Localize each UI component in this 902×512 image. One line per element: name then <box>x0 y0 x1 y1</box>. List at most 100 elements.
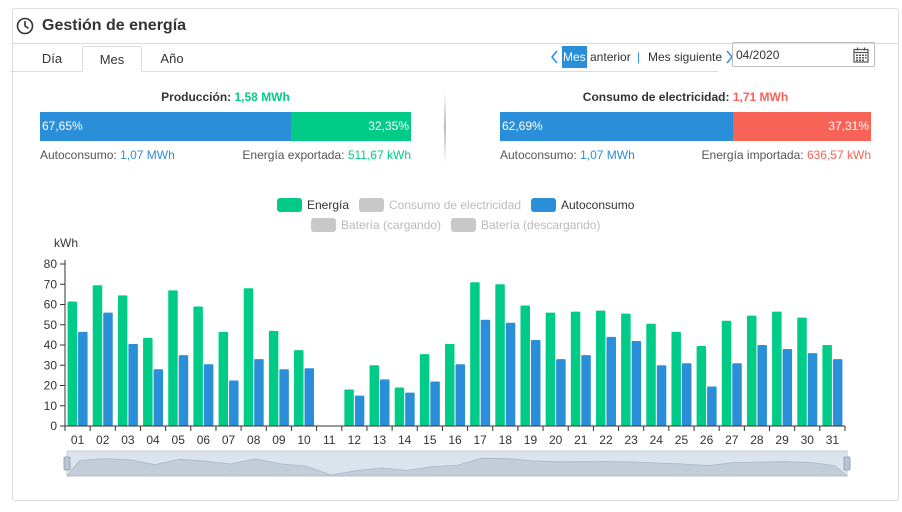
bar-energia[interactable] <box>344 389 354 426</box>
y-tick-label: 60 <box>44 298 58 312</box>
bar-autoconsumo[interactable] <box>505 322 516 426</box>
bar-energia[interactable] <box>92 285 103 426</box>
bar-energia[interactable] <box>822 345 832 426</box>
bar-energia[interactable] <box>772 311 782 426</box>
x-tick-label: 02 <box>96 433 110 447</box>
bar-autoconsumo[interactable] <box>606 336 616 426</box>
bar-autoconsumo[interactable] <box>354 395 365 426</box>
bar-energia[interactable] <box>746 315 757 426</box>
date-picker[interactable] <box>732 42 875 67</box>
x-tick-label: 07 <box>222 433 236 447</box>
legend-swatch <box>451 218 476 232</box>
bar-energia[interactable] <box>369 365 380 426</box>
x-tick-label: 21 <box>574 433 588 447</box>
bar-autoconsumo[interactable] <box>405 392 415 426</box>
bar-autoconsumo[interactable] <box>656 365 667 426</box>
production-export-bar: 32,35% <box>291 112 411 141</box>
bar-autoconsumo[interactable] <box>782 349 793 426</box>
bar-energia[interactable] <box>67 301 78 426</box>
bar-autoconsumo[interactable] <box>807 353 818 426</box>
legend-swatch <box>359 198 384 212</box>
bar-autoconsumo[interactable] <box>78 331 88 426</box>
bar-autoconsumo[interactable] <box>480 319 491 426</box>
next-month-button[interactable]: Mes siguiente <box>648 50 723 64</box>
bar-energia[interactable] <box>394 387 405 426</box>
bar-energia[interactable] <box>621 313 631 426</box>
x-tick-label: 25 <box>675 433 689 447</box>
bar-energia[interactable] <box>797 317 807 426</box>
bar-autoconsumo[interactable] <box>229 380 239 426</box>
bar-energia[interactable] <box>470 282 480 426</box>
bar-energia[interactable] <box>294 350 304 426</box>
tabs-underline <box>10 71 718 72</box>
bar-energia[interactable] <box>721 320 732 426</box>
bar-autoconsumo[interactable] <box>757 345 767 426</box>
bar-autoconsumo[interactable] <box>631 340 642 426</box>
bar-autoconsumo[interactable] <box>832 359 843 426</box>
bar-energia[interactable] <box>671 331 681 426</box>
x-tick-label: 11 <box>323 433 336 447</box>
bar-autoconsumo[interactable] <box>380 379 390 426</box>
x-tick-label: 22 <box>599 433 613 447</box>
tab-dia[interactable]: Día <box>41 51 63 66</box>
date-input[interactable] <box>736 44 846 65</box>
x-tick-label: 15 <box>423 433 437 447</box>
production-export-value: 511,67 kWh <box>347 148 411 162</box>
bar-energia[interactable] <box>168 290 178 426</box>
bar-autoconsumo[interactable] <box>455 364 466 426</box>
bar-autoconsumo[interactable] <box>556 359 566 426</box>
bar-autoconsumo[interactable] <box>279 369 289 426</box>
consumption-import-label: Energía importada: <box>701 148 804 162</box>
tab-ano[interactable]: Año <box>160 51 184 66</box>
x-tick-label: 17 <box>473 433 487 447</box>
previous-month-button[interactable]: Mes anterior <box>562 46 631 68</box>
production-self-bar: 67,65% <box>40 112 291 141</box>
bar-energia[interactable] <box>570 311 581 426</box>
bar-energia[interactable] <box>545 312 556 426</box>
calendar-icon[interactable] <box>853 47 869 63</box>
x-tick-label: 08 <box>247 433 261 447</box>
previous-month-label: anterior <box>586 50 631 64</box>
bar-autoconsumo[interactable] <box>178 355 189 426</box>
consumption-self-bar: 62,69% <box>500 112 733 141</box>
chevron-left-icon[interactable] <box>549 46 559 68</box>
bar-autoconsumo[interactable] <box>128 343 138 426</box>
bar-autoconsumo[interactable] <box>430 381 440 426</box>
bar-autoconsumo[interactable] <box>581 355 591 426</box>
production-export-label: Energía exportada: <box>242 148 345 162</box>
y-tick-label: 70 <box>44 277 58 291</box>
bar-autoconsumo[interactable] <box>254 359 264 426</box>
bar-energia[interactable] <box>696 346 707 426</box>
zoom-slider[interactable] <box>63 450 851 477</box>
consumption-import-bar: 37,31% <box>733 112 871 141</box>
bar-energia[interactable] <box>520 305 530 426</box>
bar-energia[interactable] <box>419 354 430 426</box>
bar-energia[interactable] <box>445 343 455 426</box>
production-title: Producción: 1,58 MWh <box>40 90 411 104</box>
zoom-handle-left[interactable] <box>63 456 71 471</box>
bar-energia[interactable] <box>193 306 203 426</box>
bar-autoconsumo[interactable] <box>203 364 214 426</box>
bar-energia[interactable] <box>243 288 254 426</box>
bar-energia[interactable] <box>218 331 229 426</box>
bar-energia[interactable] <box>595 310 606 426</box>
x-tick-label: 20 <box>549 433 563 447</box>
bar-energia[interactable] <box>646 323 656 426</box>
bar-autoconsumo[interactable] <box>681 363 692 426</box>
bar-autoconsumo[interactable] <box>103 312 113 426</box>
tab-mes[interactable]: Mes <box>82 46 142 72</box>
summary-divider <box>444 91 446 163</box>
legend-swatch <box>311 218 336 232</box>
bar-energia[interactable] <box>117 295 128 426</box>
bar-energia[interactable] <box>268 330 279 426</box>
bar-energia[interactable] <box>143 337 153 426</box>
zoom-handle-right[interactable] <box>843 456 851 471</box>
bar-autoconsumo[interactable] <box>707 386 717 426</box>
x-tick-label: 19 <box>524 433 538 447</box>
bar-autoconsumo[interactable] <box>153 369 164 426</box>
bar-energia[interactable] <box>495 284 505 426</box>
bar-autoconsumo[interactable] <box>530 339 541 426</box>
bar-autoconsumo[interactable] <box>304 368 315 426</box>
bar-autoconsumo[interactable] <box>732 363 742 426</box>
